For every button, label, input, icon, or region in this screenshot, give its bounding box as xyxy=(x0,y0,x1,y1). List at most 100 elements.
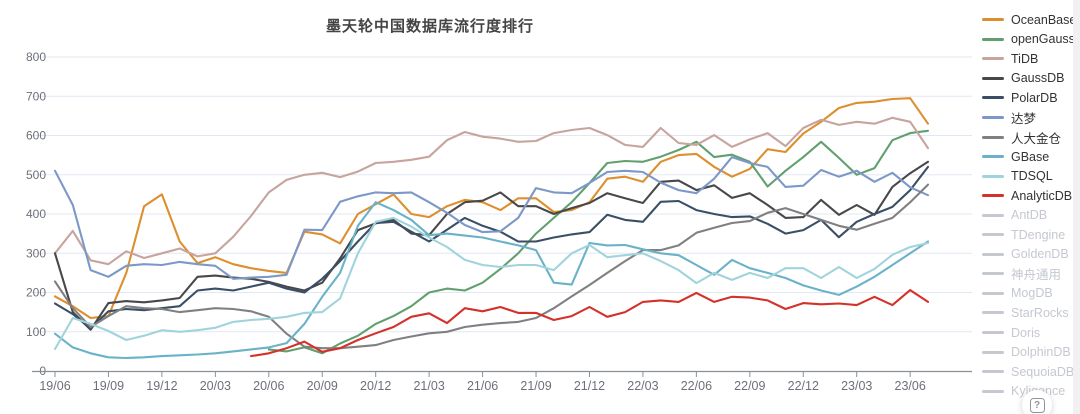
x-tick-label: 21/12 xyxy=(574,379,605,393)
legend-item-SequoiaDB[interactable]: SequoiaDB xyxy=(982,362,1074,382)
series-line-PolarDB xyxy=(53,165,930,330)
help-question-icon: ? xyxy=(1029,397,1045,413)
legend-item-人大金仓[interactable]: 人大金仓 xyxy=(982,127,1074,147)
legend-label: TDSQL xyxy=(1011,169,1053,184)
x-tick-label: 23/06 xyxy=(895,379,926,393)
legend-label: 神舟通用 xyxy=(1011,268,1062,283)
legend-label: AntDB xyxy=(1011,208,1048,223)
legend-label: TDengine xyxy=(1011,227,1066,242)
x-tick-label: 22/06 xyxy=(681,379,712,393)
series-line-OceanBase xyxy=(53,97,930,320)
y-tick-label: 400 xyxy=(26,207,46,221)
legend-label: TiDB xyxy=(1011,51,1039,66)
legend-item-MogDB[interactable]: MogDB xyxy=(982,284,1074,304)
legend-swatch xyxy=(982,331,1004,335)
legend-item-达梦[interactable]: 达梦 xyxy=(982,108,1074,128)
legend-label: MogDB xyxy=(1011,286,1053,301)
legend-label: GBase xyxy=(1011,149,1050,164)
x-tick-label: 21/09 xyxy=(520,379,551,393)
legend-swatch xyxy=(982,116,1004,119)
legend-item-神舟通用[interactable]: 神舟通用 xyxy=(982,264,1074,284)
legend-swatch xyxy=(982,37,1004,41)
legend-item-DolphinDB[interactable]: DolphinDB xyxy=(982,342,1074,362)
x-tick-label: 19/09 xyxy=(93,379,124,393)
legend-label: Doris xyxy=(1011,325,1041,340)
y-tick-label: 600 xyxy=(26,129,46,143)
y-tick-label: 200 xyxy=(26,286,46,300)
series-line-AnalyticDB xyxy=(249,289,930,358)
legend-item-OceanBase[interactable]: OceanBase xyxy=(982,10,1077,30)
x-tick-label: 20/12 xyxy=(360,379,391,393)
y-tick-label: 300 xyxy=(26,246,46,260)
series-line-达梦 xyxy=(53,156,930,280)
legend-swatch xyxy=(982,96,1004,100)
legend-item-TDengine[interactable]: TDengine xyxy=(982,225,1074,245)
legend-swatch xyxy=(982,135,1004,139)
legend-item-AntDB[interactable]: AntDB xyxy=(982,205,1074,225)
legend-swatch xyxy=(982,370,1004,374)
scrollbar-track[interactable] xyxy=(1073,0,1080,414)
legend-label: SequoiaDB xyxy=(1011,364,1075,379)
x-tick-label: 19/06 xyxy=(39,379,70,393)
y-tick-label: 100 xyxy=(26,325,46,339)
series-line-openGauss xyxy=(267,129,930,355)
series-line-GaussDB xyxy=(53,160,930,331)
x-tick-label: 22/12 xyxy=(788,379,819,393)
legend-swatch xyxy=(982,174,1004,178)
legend-label: AnalyticDB xyxy=(1011,188,1073,203)
legend-swatch xyxy=(982,76,1004,80)
legend-item-AnalyticDB[interactable]: AnalyticDB xyxy=(982,186,1074,206)
help-button[interactable]: ? xyxy=(1022,390,1052,414)
x-tick-label: 21/06 xyxy=(467,379,498,393)
legend-label: GaussDB xyxy=(1011,71,1065,86)
x-tick-label: 22/09 xyxy=(734,379,765,393)
x-tick-label: 20/09 xyxy=(307,379,338,393)
legend-label: 人大金仓 xyxy=(1011,131,1062,146)
legend-swatch xyxy=(982,213,1004,217)
y-tick-label: 800 xyxy=(26,50,46,64)
legend-label: GoldenDB xyxy=(1011,247,1069,262)
x-tick-label: 20/06 xyxy=(253,379,284,393)
series-line-TiDB xyxy=(53,116,930,266)
legend-item-GBase[interactable]: GBase xyxy=(982,147,1074,167)
legend-item-TiDB[interactable]: TiDB xyxy=(982,49,1074,69)
x-tick-label: 20/03 xyxy=(200,379,231,393)
x-tick-label: 23/03 xyxy=(841,379,872,393)
legend-item-Doris[interactable]: Doris xyxy=(982,323,1074,343)
legend-swatch xyxy=(982,350,1004,354)
chart-title: 墨天轮中国数据库流行度排行 xyxy=(325,18,534,35)
legend-label: 达梦 xyxy=(1011,112,1037,126)
x-tick-label: 19/12 xyxy=(146,379,177,393)
legend-item-openGauss[interactable]: openGauss xyxy=(982,30,1075,50)
x-tick-label: 21/03 xyxy=(413,379,444,393)
legend-swatch xyxy=(982,57,1004,61)
y-tick-label: 700 xyxy=(26,89,46,103)
legend: OceanBase openGauss TiDB GaussDB PolarDB 达梦人大… xyxy=(982,10,1077,401)
legend-item-GaussDB[interactable]: GaussDB xyxy=(982,69,1074,89)
legend-swatch xyxy=(982,311,1004,315)
legend-label: DolphinDB xyxy=(1011,345,1071,360)
legend-label: StarRocks xyxy=(1011,305,1069,320)
legend-swatch xyxy=(982,18,1004,22)
legend-swatch xyxy=(982,252,1004,256)
y-tick-label: 500 xyxy=(26,168,46,182)
legend-item-StarRocks[interactable]: StarRocks xyxy=(982,303,1074,323)
legend-swatch xyxy=(982,155,1004,159)
series-line-TDSQL xyxy=(53,216,930,351)
legend-label: openGauss xyxy=(1011,32,1075,47)
legend-swatch xyxy=(982,291,1004,295)
series-line-GBase xyxy=(53,201,930,360)
legend-item-PolarDB[interactable]: PolarDB xyxy=(982,88,1074,108)
legend-item-GoldenDB[interactable]: GoldenDB xyxy=(982,245,1074,265)
series-line-人大金仓 xyxy=(53,183,930,350)
legend-label: PolarDB xyxy=(1011,90,1058,105)
legend-swatch xyxy=(982,194,1004,198)
legend-label: OceanBase xyxy=(1011,12,1077,27)
x-tick-label: 22/03 xyxy=(627,379,658,393)
legend-swatch xyxy=(982,389,1004,393)
legend-swatch xyxy=(982,233,1004,237)
legend-item-TDSQL[interactable]: TDSQL xyxy=(982,166,1074,186)
legend-swatch xyxy=(982,272,1004,276)
